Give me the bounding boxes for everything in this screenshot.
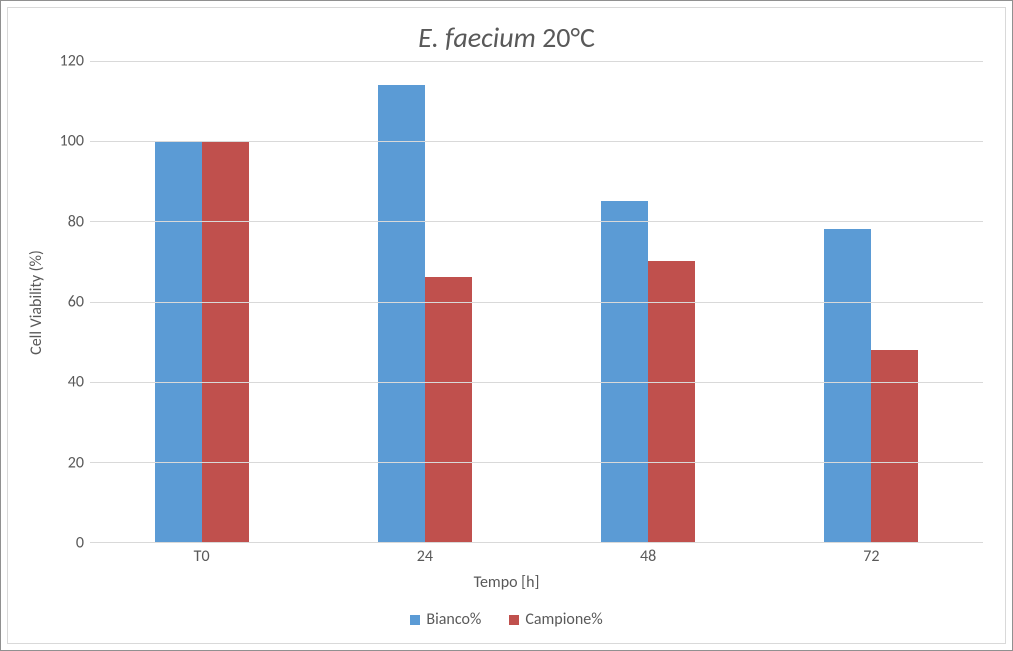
chart-title: E. faecium 20°C bbox=[8, 8, 1005, 61]
chart-title-italic: E. faecium bbox=[418, 20, 542, 55]
y-axis-label: Cell Viability (%) bbox=[27, 250, 46, 355]
x-axis-label: Tempo [h] bbox=[8, 569, 1005, 602]
bar-campione-72 bbox=[871, 350, 918, 542]
legend-swatch bbox=[509, 615, 519, 625]
chart-title-rest: 20°C bbox=[542, 20, 595, 55]
bar-campione-T0 bbox=[202, 141, 249, 542]
bar-bianco-T0 bbox=[155, 141, 202, 542]
x-tick-area: T0 24 48 72 bbox=[90, 543, 983, 569]
bar-bianco-72 bbox=[824, 229, 871, 542]
x-tick-label: 72 bbox=[863, 547, 879, 566]
chart-inner-frame: E. faecium 20°C Cell Viability (%) 0 20 40… bbox=[7, 7, 1006, 644]
y-tick-label: 40 bbox=[68, 373, 84, 392]
gridline bbox=[90, 302, 983, 303]
legend-swatch bbox=[410, 615, 420, 625]
bar-campione-48 bbox=[648, 261, 695, 542]
y-tick-label: 100 bbox=[60, 132, 84, 151]
gridline bbox=[90, 61, 983, 62]
legend-label: Bianco% bbox=[426, 610, 481, 629]
legend: Bianco% Campione% bbox=[8, 602, 1005, 643]
plot-area bbox=[90, 61, 983, 543]
y-tick-label: 60 bbox=[68, 293, 84, 312]
y-tick-label: 120 bbox=[60, 52, 84, 71]
x-tick-label: T0 bbox=[194, 547, 210, 566]
chart-outer-frame: E. faecium 20°C Cell Viability (%) 0 20 40… bbox=[0, 0, 1013, 651]
bar-bianco-48 bbox=[601, 201, 648, 542]
y-tick-label: 20 bbox=[68, 453, 84, 472]
bar-bianco-24 bbox=[378, 85, 425, 542]
y-axis-ticks: 020406080100120 bbox=[50, 61, 90, 543]
legend-item-campione: Campione% bbox=[509, 610, 602, 629]
gridline bbox=[90, 462, 983, 463]
legend-item-bianco: Bianco% bbox=[410, 610, 481, 629]
x-tick-label: 48 bbox=[640, 547, 656, 566]
y-axis-label-col: Cell Viability (%) bbox=[22, 61, 50, 543]
x-tick-row: T0 24 48 72 bbox=[8, 543, 1005, 569]
y-tick-label: 0 bbox=[76, 534, 84, 553]
gridline bbox=[90, 141, 983, 142]
gridline bbox=[90, 221, 983, 222]
gridline bbox=[90, 382, 983, 383]
legend-label: Campione% bbox=[525, 610, 602, 629]
x-tick-label: 24 bbox=[417, 547, 433, 566]
y-tick-label: 80 bbox=[68, 212, 84, 231]
plot-row: Cell Viability (%) 020406080100120 bbox=[8, 61, 1005, 543]
bar-campione-24 bbox=[425, 277, 472, 542]
